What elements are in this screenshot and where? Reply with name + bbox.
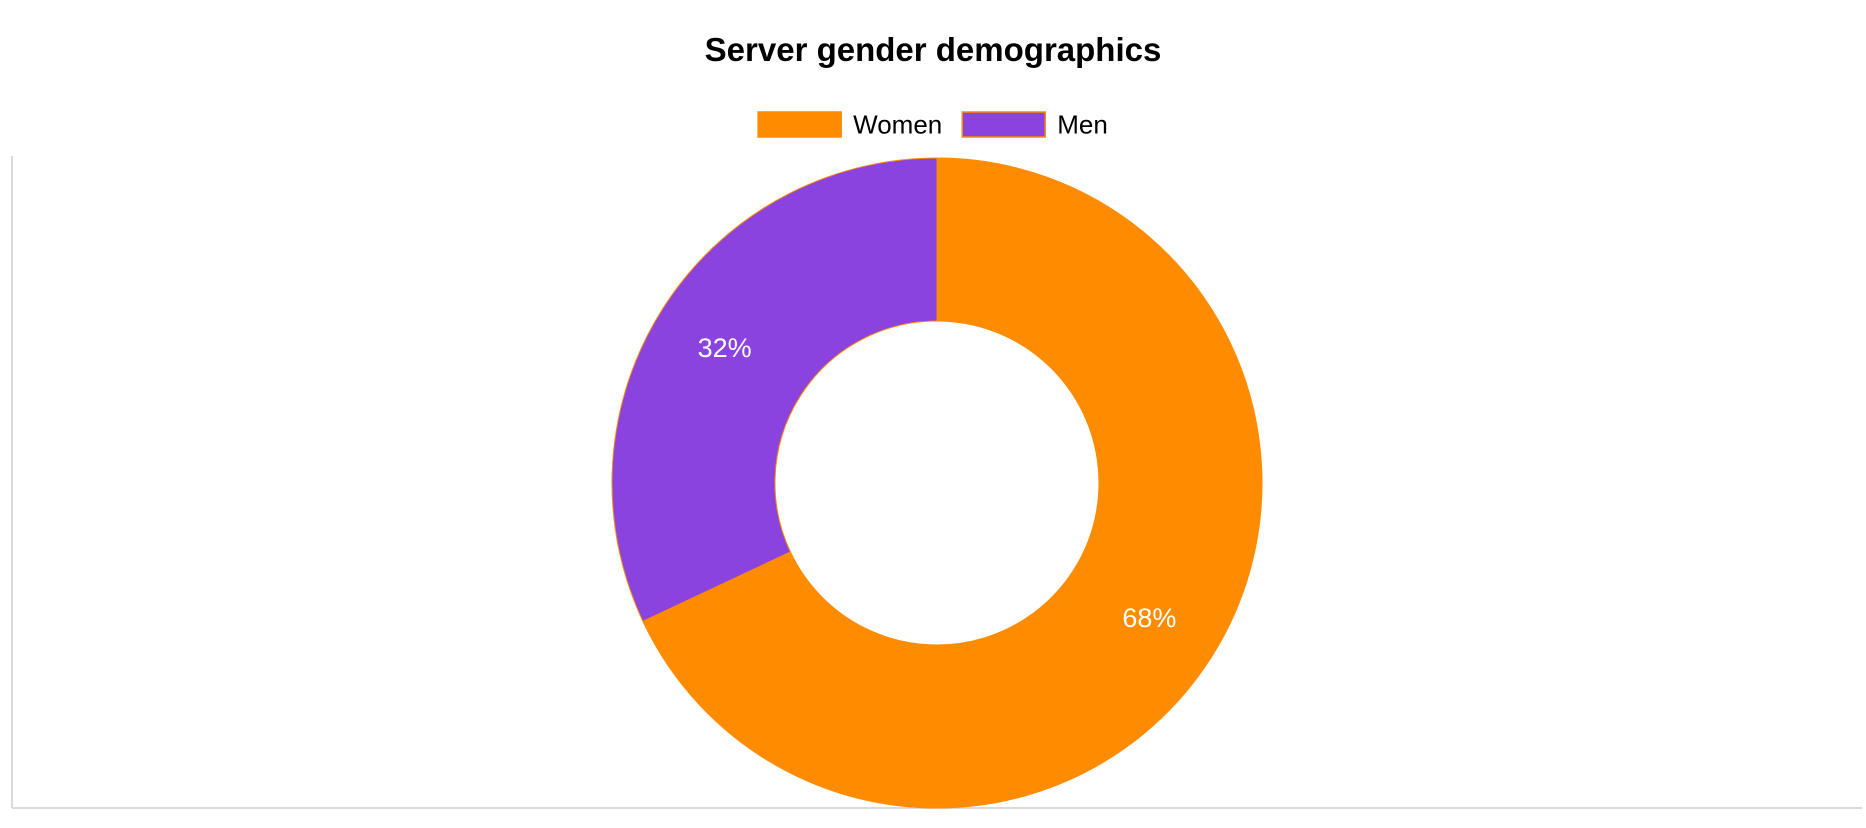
slice-labels: 68% 32%: [698, 333, 1177, 633]
legend[interactable]: Women Men: [757, 110, 1108, 140]
legend-swatch-men: [961, 111, 1047, 138]
legend-item-men[interactable]: Men: [961, 110, 1108, 140]
slice-label-women: 68%: [1122, 603, 1176, 633]
legend-label-men: Men: [1057, 110, 1108, 140]
chart-title: Server gender demographics: [705, 31, 1162, 68]
legend-item-women[interactable]: Women: [757, 110, 942, 140]
slice-men[interactable]: [611, 157, 938, 623]
legend-swatch-women: [757, 111, 842, 138]
legend-label-women: Women: [853, 110, 942, 140]
slice-women[interactable]: [642, 157, 1263, 809]
slice-label-men: 32%: [698, 333, 752, 363]
doughnut-slices[interactable]: [611, 157, 1263, 809]
